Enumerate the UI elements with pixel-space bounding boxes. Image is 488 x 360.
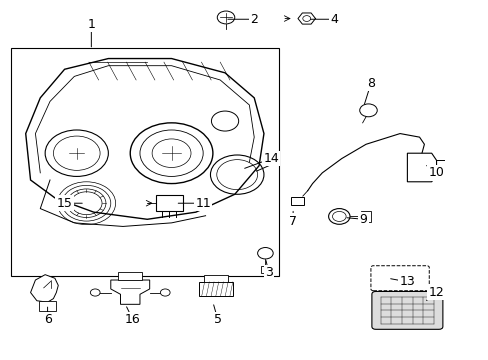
Text: 12: 12 [428,286,444,299]
Bar [39,301,56,311]
Text: 13: 13 [399,275,414,288]
Circle shape [359,104,376,117]
Polygon shape [111,280,149,304]
Circle shape [217,11,234,24]
Text: 2: 2 [250,13,258,26]
Text: 1: 1 [87,18,95,31]
Text: 7: 7 [288,215,297,228]
Circle shape [90,289,100,296]
Text: 6: 6 [43,313,51,326]
Text: 15: 15 [57,197,72,210]
FancyBboxPatch shape [370,266,428,291]
Text: 3: 3 [264,266,272,279]
Bar [118,272,142,280]
Bar [203,275,228,282]
Text: 5: 5 [213,313,221,326]
Bar [199,282,233,296]
Polygon shape [407,153,436,182]
Text: 4: 4 [330,13,338,26]
Bar [361,211,370,222]
Bar [260,266,270,273]
Text: 8: 8 [366,77,374,90]
Polygon shape [30,275,58,302]
FancyBboxPatch shape [371,292,442,329]
Circle shape [257,248,273,259]
Text: 16: 16 [124,313,140,326]
Text: 11: 11 [195,197,211,210]
Text: 14: 14 [263,152,279,165]
Polygon shape [297,13,315,24]
Circle shape [328,208,349,224]
Bar [155,195,183,211]
Text: 9: 9 [359,213,367,226]
Bar [290,197,304,205]
Circle shape [160,289,170,296]
Text: 10: 10 [428,166,444,179]
